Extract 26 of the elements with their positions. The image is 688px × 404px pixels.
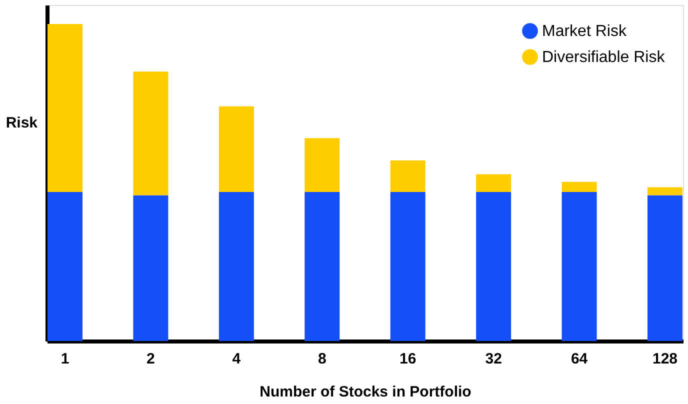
bar — [476, 174, 512, 192]
bar — [562, 182, 597, 192]
x-tick-label: 8 — [318, 350, 326, 368]
bar — [390, 160, 426, 192]
bar — [390, 192, 426, 341]
bar — [133, 195, 168, 341]
x-tick-label: 2 — [146, 350, 155, 368]
x-tick-label: 1 — [60, 350, 70, 368]
y-axis-title: Risk — [6, 114, 38, 132]
x-tick-label: 32 — [485, 350, 502, 368]
bar — [304, 192, 340, 341]
bar — [562, 192, 597, 341]
bar — [476, 192, 512, 341]
bar — [648, 187, 682, 196]
x-tick-label: 16 — [400, 350, 416, 368]
bar — [133, 72, 168, 196]
legend-label: Diversifiable Risk — [542, 49, 666, 66]
x-tick-label: 4 — [232, 350, 242, 368]
bar — [304, 138, 340, 192]
bar — [218, 106, 254, 192]
bar — [218, 192, 254, 341]
legend-label: Market Risk — [542, 23, 628, 40]
x-tick-label: 128 — [652, 350, 678, 368]
x-tick-label: 64 — [570, 350, 588, 368]
x-axis-title: Number of Stocks in Portfolio — [260, 384, 472, 400]
bar — [648, 195, 682, 341]
